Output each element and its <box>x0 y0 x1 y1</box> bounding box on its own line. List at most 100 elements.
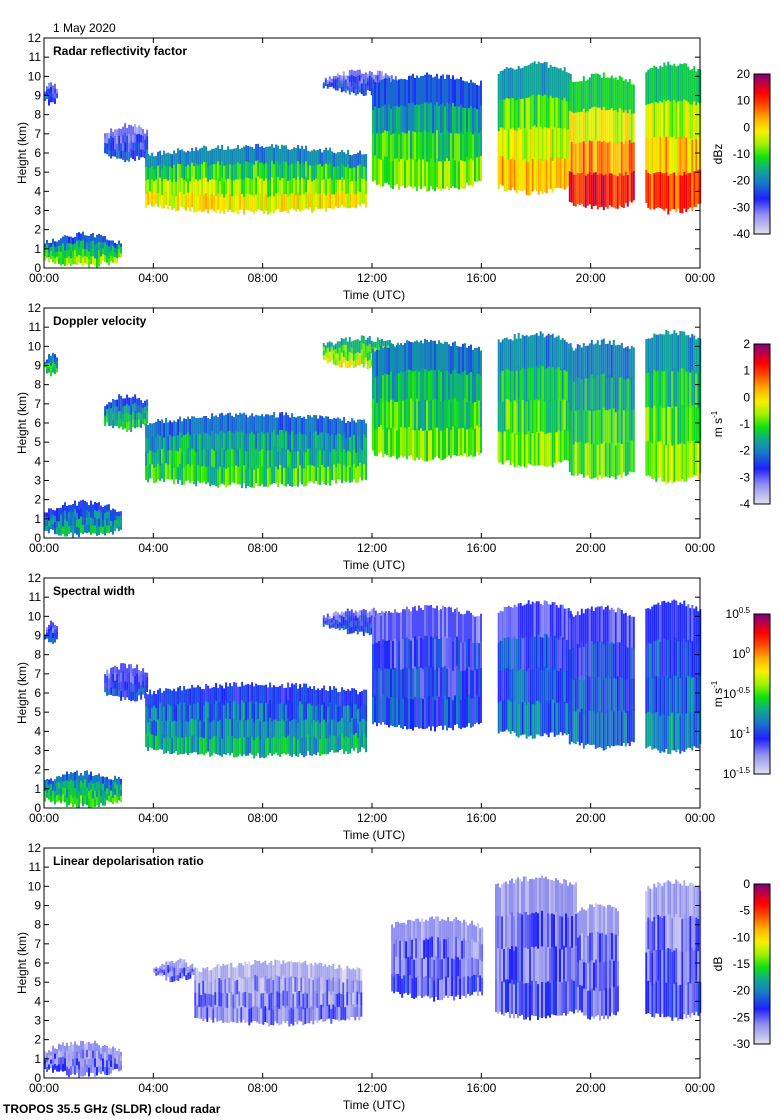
echo-cell <box>175 970 178 976</box>
echo-cell <box>600 676 603 713</box>
echo-cell <box>474 696 476 724</box>
echo-cell <box>416 398 418 429</box>
echo-cell <box>362 74 365 80</box>
echo-cell <box>138 676 141 683</box>
echo-cell <box>175 975 178 981</box>
echo-cell <box>94 525 96 534</box>
echo-cell <box>221 465 224 484</box>
echo-cell <box>209 165 212 181</box>
echo-cell <box>155 973 158 976</box>
y-tick-label: 12 <box>28 571 42 585</box>
echo-cell <box>90 1043 92 1052</box>
echo-cell <box>531 158 534 192</box>
echo-cell <box>338 360 341 368</box>
echo-cell <box>657 676 660 714</box>
echo-cell <box>505 637 508 669</box>
echo-cell <box>681 331 684 369</box>
echo-cell <box>179 719 182 738</box>
echo-cell <box>563 128 566 160</box>
echo-cell <box>261 448 264 467</box>
echo-cell <box>193 687 196 704</box>
echo-cell <box>614 142 617 176</box>
echo-cell <box>358 626 361 632</box>
echo-cell <box>72 772 74 782</box>
echo-cell <box>328 79 331 82</box>
echo-cell <box>499 670 502 702</box>
echo-cell <box>594 443 597 478</box>
echo-cell <box>199 720 202 738</box>
echo-cell <box>315 722 318 739</box>
echo-cell <box>70 794 72 803</box>
echo-cell <box>691 713 694 751</box>
echo-cell <box>653 369 656 407</box>
echo-cell <box>673 63 676 101</box>
echo-cell <box>610 75 613 109</box>
echo-cell <box>468 159 470 186</box>
echo-cell <box>187 178 190 194</box>
echo-cell <box>531 635 534 671</box>
echo-cell <box>454 133 456 161</box>
echo-cell <box>159 150 162 165</box>
echo-cell <box>48 252 50 258</box>
echo-cell <box>368 85 371 92</box>
echo-cell <box>547 366 550 401</box>
echo-cell <box>56 1065 58 1072</box>
echo-cell <box>183 959 186 964</box>
echo-cell <box>657 334 660 371</box>
echo-cell <box>354 82 357 90</box>
echo-cell <box>537 634 540 669</box>
echo-cell <box>356 345 359 353</box>
echo-cell <box>326 86 329 89</box>
echo-cell <box>70 1041 72 1051</box>
echo-cell <box>108 150 111 157</box>
echo-cell <box>677 335 680 373</box>
echo-cell <box>418 666 420 698</box>
echo-cell <box>584 378 587 412</box>
echo-cell <box>225 164 228 180</box>
echo-cell <box>271 466 274 485</box>
echo-cell <box>394 76 397 81</box>
echo-cell <box>464 425 466 454</box>
echo-cell <box>116 399 119 407</box>
echo-cell <box>442 372 444 402</box>
echo-cell <box>515 671 518 705</box>
echo-cell <box>283 161 286 179</box>
echo-cell <box>472 376 474 404</box>
echo-cell <box>88 799 90 808</box>
echo-cell <box>317 736 320 753</box>
echo-cell <box>626 442 629 475</box>
echo-cell <box>594 343 597 378</box>
echo-cell <box>239 149 242 165</box>
echo-cell <box>66 250 68 259</box>
echo-cell <box>632 113 635 143</box>
echo-cell <box>557 98 560 129</box>
echo-cell <box>120 395 123 404</box>
echo-cell <box>693 101 696 137</box>
echo-cell <box>685 371 688 409</box>
echo-cell <box>346 79 349 84</box>
echo-cell <box>446 158 448 187</box>
echo-cell <box>663 173 666 211</box>
echo-cell <box>329 162 332 179</box>
echo-cell <box>422 103 424 132</box>
echo-cell <box>98 1058 100 1066</box>
echo-cell <box>341 149 344 165</box>
echo-cell <box>110 785 112 792</box>
echo-cell <box>675 139 678 176</box>
echo-cell <box>138 412 141 420</box>
echo-cell <box>227 178 230 196</box>
echo-cell <box>464 81 466 109</box>
echo-cell <box>200 1006 203 1019</box>
echo-cell <box>580 675 583 710</box>
echo-cell <box>50 92 52 98</box>
echo-cell <box>277 720 280 739</box>
echo-cell <box>134 668 137 677</box>
echo-cell <box>349 706 352 723</box>
echo-cell <box>229 164 232 180</box>
echo-cell <box>195 452 198 470</box>
echo-cell <box>58 521 60 529</box>
echo-cell <box>120 663 123 673</box>
echo-cell <box>74 508 76 518</box>
echo-cell <box>291 701 294 721</box>
echo-cell <box>146 411 149 418</box>
